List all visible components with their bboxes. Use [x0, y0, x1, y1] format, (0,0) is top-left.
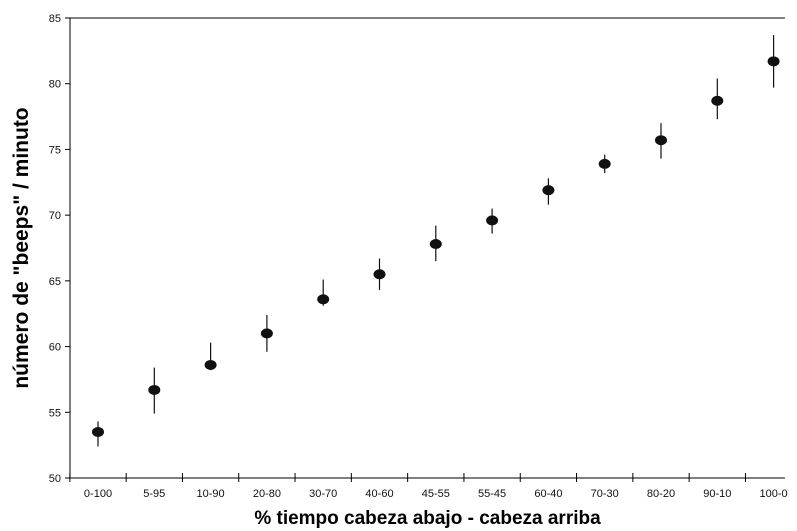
data-point: [92, 427, 104, 437]
y-tick-label: 65: [49, 276, 61, 288]
data-point: [260, 328, 273, 339]
x-axis-ticks: 0-100 5-95 10-90 20-80 30-70 40-60 45-55 55-45 6…: [69, 473, 788, 500]
data-point: [655, 135, 667, 146]
x-tick-label: 0-100: [84, 488, 112, 500]
x-tick-label: 70-30: [591, 488, 619, 500]
y-tick-label: 70: [49, 210, 61, 222]
data-point: [373, 269, 386, 280]
y-tick-label: 50: [49, 473, 61, 485]
y-axis-title: número de "beeps" / minuto: [10, 107, 33, 388]
x-tick-label: 5-95: [143, 488, 165, 500]
data-point: [486, 215, 499, 226]
data-point: [429, 239, 442, 250]
data-point: [598, 158, 611, 169]
data-point: [711, 95, 724, 106]
data-point: [148, 384, 161, 395]
y-axis-ticks: 50 55 60 65 70 75 80 85: [49, 13, 70, 485]
data-point: [542, 185, 555, 196]
plot-frame: [69, 17, 785, 479]
x-tick-label: 60-40: [534, 488, 562, 500]
data-point: [767, 56, 780, 67]
x-tick-label: 90-10: [703, 488, 731, 500]
x-tick-label: 10-90: [197, 488, 225, 500]
x-tick-label: 40-60: [365, 488, 393, 500]
x-tick-label: 20-80: [253, 488, 281, 500]
data-point: [204, 359, 217, 370]
x-tick-label: 30-70: [309, 488, 337, 500]
x-tick-label: 100-0: [760, 488, 788, 500]
y-tick-label: 85: [49, 13, 61, 25]
y-tick-label: 80: [49, 79, 61, 91]
y-tick-label: 75: [49, 144, 61, 156]
data-point: [317, 294, 330, 305]
x-axis-title: % tiempo cabeza abajo - cabeza arriba: [254, 508, 601, 529]
x-tick-label: 80-20: [647, 488, 675, 500]
y-tick-label: 55: [49, 407, 61, 419]
y-tick-label: 60: [49, 342, 61, 354]
x-tick-label: 45-55: [422, 488, 450, 500]
data-points: [92, 35, 780, 447]
x-tick-label: 55-45: [478, 488, 506, 500]
